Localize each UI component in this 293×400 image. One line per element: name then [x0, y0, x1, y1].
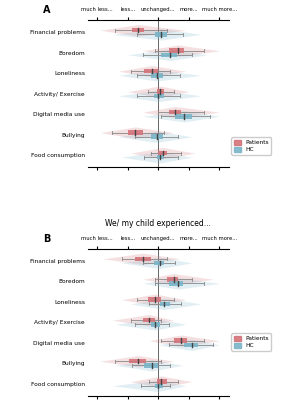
Bar — [157, 380, 167, 384]
Bar — [154, 261, 164, 265]
Bar — [155, 384, 163, 388]
Bar — [128, 130, 143, 135]
Bar — [158, 151, 167, 155]
Bar — [147, 298, 161, 302]
Bar — [132, 28, 144, 32]
Bar — [160, 302, 171, 306]
Bar — [144, 69, 158, 74]
Text: A: A — [43, 5, 50, 15]
Bar — [175, 114, 192, 118]
Bar — [155, 32, 167, 36]
Bar — [144, 363, 158, 368]
Bar — [157, 155, 164, 160]
Bar — [151, 322, 160, 326]
Bar — [169, 281, 183, 286]
Bar — [129, 359, 146, 364]
Bar — [157, 90, 164, 94]
Bar — [161, 52, 177, 57]
Bar — [151, 134, 163, 139]
Bar — [173, 338, 187, 343]
Title: We/ my child experienced...: We/ my child experienced... — [105, 219, 211, 228]
Bar — [184, 342, 198, 347]
Text: B: B — [43, 234, 50, 244]
Bar — [154, 94, 164, 98]
Bar — [143, 318, 155, 322]
Bar — [135, 256, 151, 261]
Bar — [169, 48, 184, 53]
Legend: Patients, HC: Patients, HC — [231, 137, 271, 155]
Legend: Patients, HC: Patients, HC — [231, 333, 271, 351]
Bar — [169, 110, 181, 114]
Bar — [167, 277, 178, 282]
Bar — [151, 73, 163, 78]
